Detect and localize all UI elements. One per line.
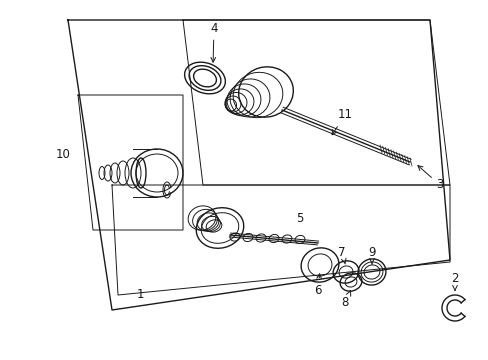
Text: 4: 4 [210, 22, 217, 62]
Text: 10: 10 [56, 148, 70, 162]
Text: 1: 1 [136, 288, 143, 302]
Text: 8: 8 [341, 291, 350, 310]
Text: 6: 6 [314, 274, 321, 297]
Text: 3: 3 [417, 166, 443, 192]
Text: 7: 7 [338, 246, 346, 264]
Text: 5: 5 [296, 211, 303, 225]
Text: 9: 9 [367, 246, 375, 264]
Text: 2: 2 [450, 271, 458, 291]
Text: 11: 11 [331, 108, 352, 135]
